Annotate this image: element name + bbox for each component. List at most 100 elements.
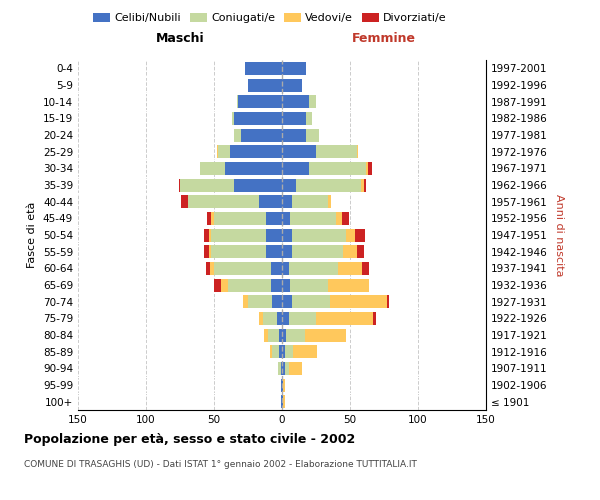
Bar (248, 78, 282, 92)
Bar (307, 112, 312, 125)
Bar (282, 362, 285, 375)
Bar (285, 345, 293, 358)
Text: Femmine: Femmine (352, 32, 416, 45)
Bar (238, 95, 282, 108)
Bar (241, 128, 282, 141)
Bar (368, 162, 372, 175)
Bar (281, 395, 282, 408)
Bar (209, 245, 211, 258)
Bar (227, 278, 271, 291)
Bar (235, 128, 241, 141)
Bar (346, 228, 355, 241)
Legend: Celibi/Nubili, Coniugati/e, Vedovi/e, Divorziati/e: Celibi/Nubili, Coniugati/e, Vedovi/e, Di… (89, 8, 451, 28)
Bar (283, 395, 285, 408)
Bar (282, 178, 296, 192)
Bar (206, 262, 210, 275)
Bar (355, 228, 365, 241)
Bar (387, 295, 389, 308)
Bar (343, 245, 357, 258)
Bar (309, 162, 367, 175)
Bar (211, 228, 266, 241)
Bar (237, 95, 238, 108)
Bar (235, 112, 282, 125)
Bar (188, 195, 259, 208)
Bar (282, 62, 307, 75)
Bar (205, 228, 209, 241)
Bar (282, 228, 292, 241)
Bar (373, 312, 376, 325)
Bar (266, 212, 282, 225)
Bar (245, 62, 282, 75)
Bar (248, 295, 272, 308)
Bar (211, 245, 266, 258)
Bar (292, 228, 346, 241)
Bar (292, 245, 343, 258)
Bar (259, 195, 282, 208)
Bar (305, 328, 346, 342)
Text: Popolazione per età, sesso e stato civile - 2002: Popolazione per età, sesso e stato civil… (24, 432, 355, 446)
Bar (328, 278, 369, 291)
Bar (361, 178, 364, 192)
Bar (200, 162, 225, 175)
Bar (180, 178, 235, 192)
Bar (210, 262, 214, 275)
Bar (285, 362, 289, 375)
Bar (357, 245, 364, 258)
Bar (316, 145, 357, 158)
Bar (179, 178, 180, 192)
Bar (205, 245, 209, 258)
Bar (279, 345, 282, 358)
Bar (282, 245, 292, 258)
Bar (357, 145, 358, 158)
Bar (270, 345, 272, 358)
Bar (217, 145, 218, 158)
Bar (293, 345, 317, 358)
Bar (283, 378, 285, 392)
Bar (282, 328, 286, 342)
Bar (235, 178, 282, 192)
Bar (296, 178, 361, 192)
Bar (272, 345, 279, 358)
Bar (211, 212, 214, 225)
Bar (292, 195, 328, 208)
Bar (364, 178, 367, 192)
Bar (225, 162, 282, 175)
Bar (214, 212, 266, 225)
Y-axis label: Anni di nascita: Anni di nascita (554, 194, 564, 276)
Bar (282, 95, 309, 108)
Bar (282, 195, 292, 208)
Bar (367, 162, 368, 175)
Bar (230, 145, 282, 158)
Bar (214, 262, 271, 275)
Bar (289, 312, 316, 325)
Bar (218, 145, 230, 158)
Bar (282, 112, 307, 125)
Text: COMUNE DI TRASAGHIS (UD) - Dati ISTAT 1° gennaio 2002 - Elaborazione TUTTITALIA.: COMUNE DI TRASAGHIS (UD) - Dati ISTAT 1°… (24, 460, 417, 469)
Bar (328, 195, 331, 208)
Bar (265, 328, 268, 342)
Bar (338, 262, 362, 275)
Bar (232, 112, 235, 125)
Bar (282, 345, 285, 358)
Bar (282, 212, 290, 225)
Bar (221, 278, 227, 291)
Y-axis label: Fasce di età: Fasce di età (28, 202, 37, 268)
Bar (268, 328, 279, 342)
Bar (289, 262, 338, 275)
Bar (282, 278, 290, 291)
Bar (281, 378, 282, 392)
Text: Maschi: Maschi (155, 32, 205, 45)
Bar (290, 278, 328, 291)
Bar (282, 145, 316, 158)
Bar (209, 228, 211, 241)
Bar (263, 312, 277, 325)
Bar (329, 295, 387, 308)
Bar (282, 312, 289, 325)
Bar (259, 312, 263, 325)
Bar (286, 328, 305, 342)
Bar (282, 162, 309, 175)
Bar (362, 262, 369, 275)
Bar (289, 362, 302, 375)
Bar (181, 195, 188, 208)
Bar (342, 212, 349, 225)
